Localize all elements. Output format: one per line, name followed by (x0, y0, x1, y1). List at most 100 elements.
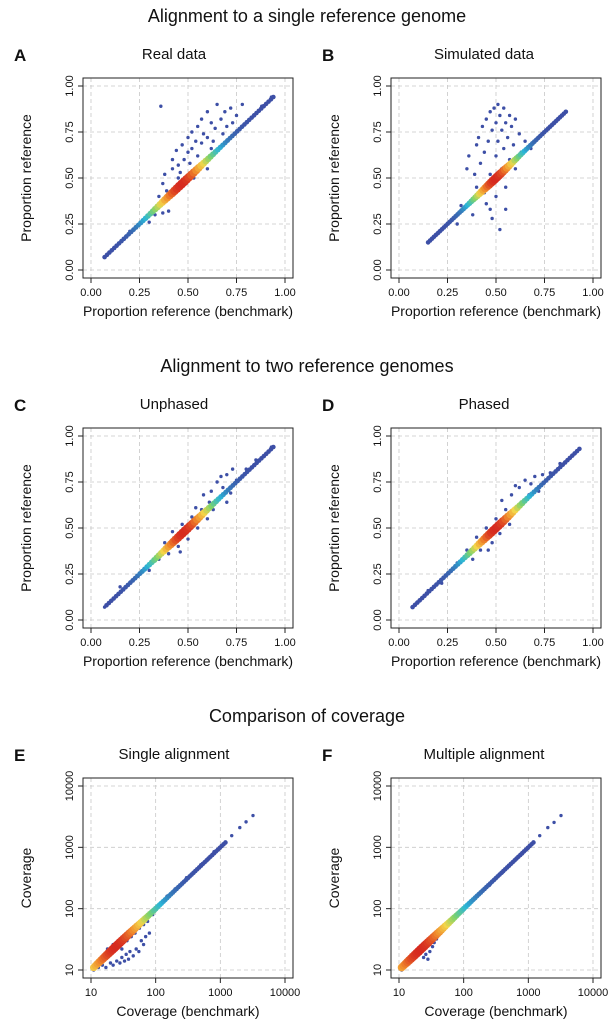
x-tick-label: 0.75 (226, 637, 247, 649)
scatter-plot-f: 10 100 1000 10000 10 100 1000 10000 Coverage (be… (326, 771, 608, 1019)
x-axis-label: Proportion reference (benchmark) (83, 653, 293, 669)
data-point (104, 965, 108, 970)
data-point (147, 220, 151, 224)
data-point (176, 163, 180, 167)
data-point (488, 207, 492, 211)
x-tick-label: 0.00 (388, 637, 409, 649)
data-point (251, 813, 255, 818)
panel-letter-c: C (14, 396, 27, 415)
y-tick-label: 1.00 (64, 425, 76, 446)
data-point (490, 128, 494, 132)
data-point (492, 106, 496, 110)
x-tick-label: 0.75 (534, 287, 555, 299)
panel-title-a: Real data (141, 46, 207, 63)
data-point (225, 472, 229, 477)
data-point (147, 568, 151, 573)
y-tick-label: 1.00 (372, 425, 384, 446)
scatter-plot-d: 0.00 0.25 0.50 0.75 1.00 0.00 0.25 0.50 0.75 1.00… (326, 425, 604, 669)
data-point (559, 813, 563, 818)
x-tick-label: 0.50 (177, 637, 198, 649)
y-tick-label: 10000 (64, 771, 76, 802)
data-point (240, 102, 245, 107)
data-point (120, 947, 124, 951)
data-point (159, 104, 163, 108)
data-point (194, 506, 198, 510)
data-point (188, 161, 192, 165)
data-point (486, 139, 490, 143)
data-point (143, 934, 148, 939)
data-point (498, 227, 502, 232)
y-tick-label: 0.75 (372, 121, 384, 142)
data-point (205, 110, 210, 114)
x-tick-label: 10000 (270, 987, 301, 999)
data-point (504, 185, 508, 189)
x-tick-label: 0.50 (485, 287, 506, 299)
y-tick-label: 0.00 (64, 259, 76, 280)
data-point (474, 535, 479, 539)
y-tick-label: 0.25 (64, 563, 76, 584)
data-point (209, 121, 213, 125)
data-point (186, 135, 190, 140)
section-title-two-references: Alignment to two reference genomes (160, 356, 454, 376)
y-tick-label: 1000 (64, 835, 76, 859)
data-point (244, 820, 248, 824)
data-point (500, 128, 504, 132)
data-point (426, 957, 430, 961)
data-point (496, 139, 500, 143)
data-point (494, 121, 498, 125)
y-tick-label: 0.50 (64, 517, 76, 538)
scatter-plot-e: 10 100 1000 10000 10 100 1000 10000 Coverage (be… (18, 771, 300, 1019)
data-point (147, 931, 152, 935)
data-point (504, 207, 508, 211)
x-tick-label: 100 (454, 987, 472, 999)
data-point (182, 157, 186, 162)
y-tick-label: 100 (64, 899, 76, 917)
x-tick-label: 0.75 (534, 637, 555, 649)
data-point (480, 124, 485, 129)
data-point (137, 949, 141, 954)
y-axis-label: Coverage (18, 847, 34, 908)
data-point (230, 121, 235, 125)
data-point (205, 135, 210, 140)
y-tick-label: 0.75 (64, 471, 76, 492)
y-axis-label: Proportion reference (326, 464, 342, 592)
data-point (190, 146, 194, 151)
data-point (459, 203, 463, 208)
data-point (490, 216, 494, 221)
panel-title-f: Multiple alignment (423, 746, 545, 763)
data-point (211, 139, 215, 143)
diagonal-point (577, 446, 582, 452)
data-point (178, 170, 182, 175)
data-point (471, 557, 475, 561)
data-point (529, 482, 533, 486)
data-point (124, 952, 128, 957)
data-point (131, 954, 135, 958)
data-point (523, 478, 527, 482)
data-point (478, 161, 483, 165)
data-point (176, 176, 180, 180)
data-point (504, 121, 508, 125)
x-tick-label: 1000 (516, 987, 540, 999)
data-point (546, 825, 550, 830)
y-axis-label: Proportion reference (18, 464, 34, 592)
data-point (221, 132, 225, 136)
data-point (509, 124, 514, 129)
x-tick-label: 0.50 (177, 287, 198, 299)
data-point (209, 489, 213, 493)
x-tick-label: 1.00 (274, 287, 295, 299)
y-axis-label: Proportion reference (326, 114, 342, 242)
data-point (504, 507, 508, 512)
y-tick-label: 0.50 (372, 517, 384, 538)
data-point (507, 113, 512, 118)
data-point (225, 500, 229, 504)
y-axis-label: Coverage (326, 847, 342, 908)
x-tick-label: 0.75 (226, 287, 247, 299)
data-point (161, 181, 165, 186)
data-point (118, 961, 122, 965)
data-point (122, 959, 127, 963)
panel-letter-a: A (14, 46, 27, 65)
x-axis-label: Coverage (benchmark) (116, 1003, 259, 1019)
data-point (513, 167, 518, 171)
diagonal-point (563, 109, 569, 115)
y-tick-label: 0.25 (64, 213, 76, 234)
